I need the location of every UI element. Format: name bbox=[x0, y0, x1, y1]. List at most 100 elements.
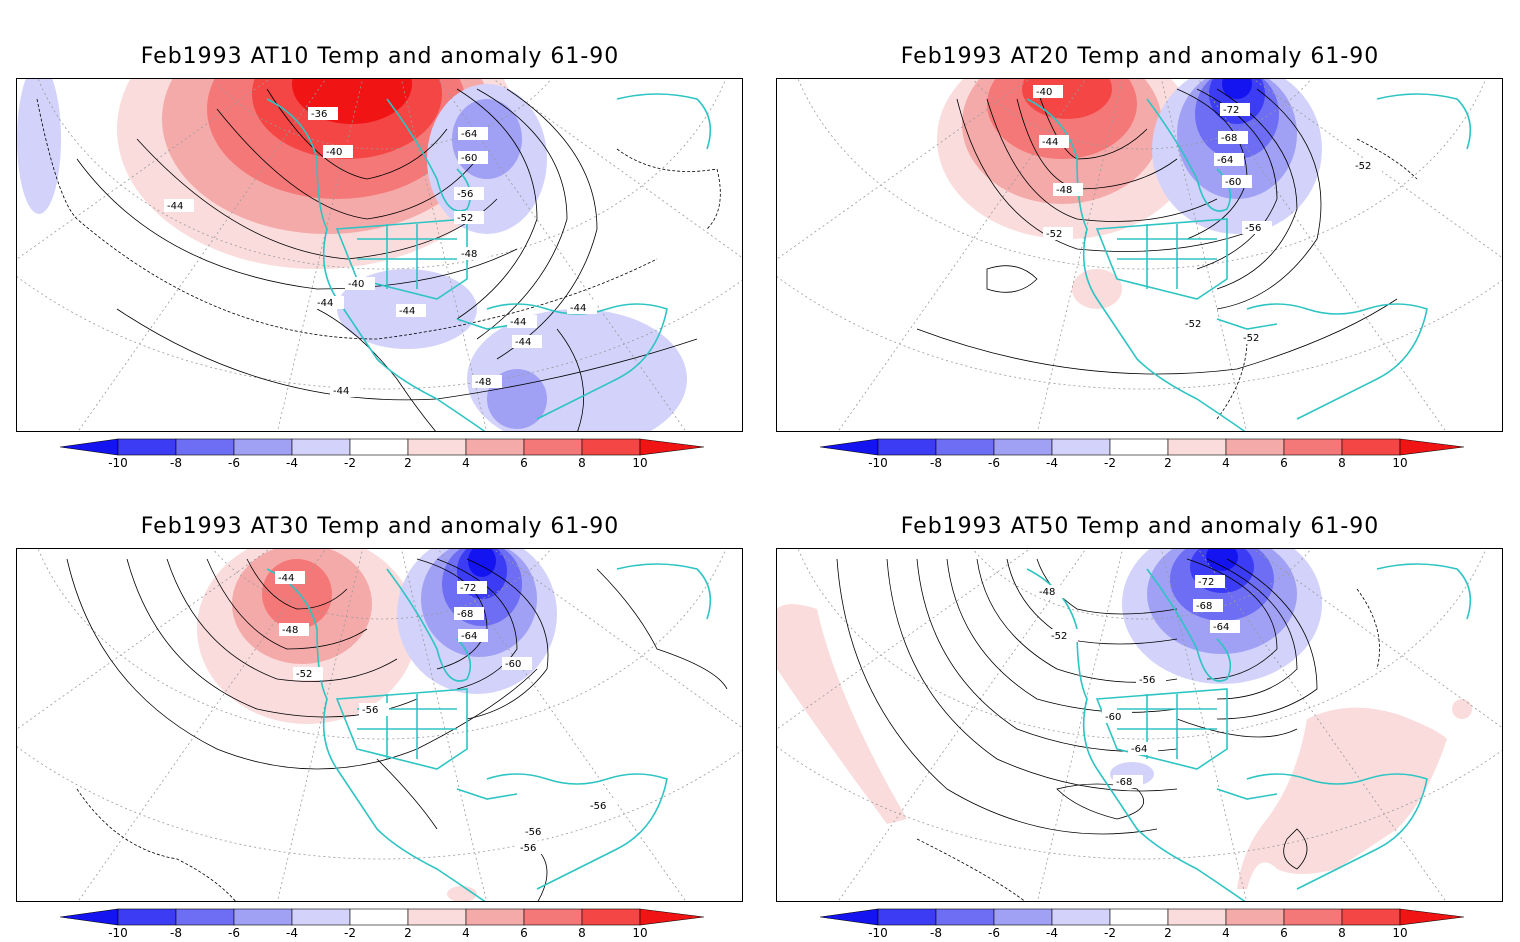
panel-at10: Feb1993 AT10 Temp and anomaly 61-90 bbox=[0, 0, 760, 470]
contour-label: -68 bbox=[1196, 601, 1212, 612]
colorbar bbox=[820, 908, 1464, 926]
map-svg: -40 -44 -48 -52 -72 -68 -64 -60 -56 -52 … bbox=[777, 79, 1502, 431]
temperature-contours bbox=[36, 88, 721, 431]
contour-label: -44 bbox=[515, 337, 531, 348]
colorbar-label: -10 bbox=[868, 456, 888, 470]
panel-title: Feb1993 AT20 Temp and anomaly 61-90 bbox=[900, 44, 1380, 69]
colorbar bbox=[60, 908, 704, 926]
contour-label: -64 bbox=[461, 631, 477, 642]
contour-label: -72 bbox=[460, 583, 476, 594]
coastlines bbox=[266, 563, 712, 901]
contour-label: -52 bbox=[1243, 333, 1259, 344]
warm-anomaly-northeast bbox=[1452, 699, 1472, 719]
colorbar-label: 4 bbox=[462, 926, 470, 940]
colorbar-labels: -10 -8 -6 -4 -2 2 4 6 8 10 bbox=[820, 456, 1464, 472]
contour-label: -56 bbox=[1139, 675, 1155, 686]
contour-label: -48 bbox=[282, 625, 298, 636]
map-frame: -40 -44 -48 -52 -72 -68 -64 -60 -56 -52 … bbox=[776, 78, 1503, 432]
contour-label: -64 bbox=[1217, 155, 1233, 166]
colorbar-label: -10 bbox=[108, 926, 128, 940]
panel-at20: Feb1993 AT20 Temp and anomaly 61-90 bbox=[760, 0, 1520, 470]
cold-anomaly-peak bbox=[1222, 79, 1252, 99]
colorbar-label: 10 bbox=[632, 926, 648, 940]
contour-label: -56 bbox=[1245, 223, 1261, 234]
colorbar-label: -8 bbox=[170, 456, 182, 470]
colorbar-label: -6 bbox=[988, 926, 1000, 940]
map-frame: -48 -52 -56 -60 -64 -68 -72 -68 -64 bbox=[776, 548, 1503, 902]
warm-anomaly-west bbox=[777, 604, 907, 824]
contour-label: -44 bbox=[317, 298, 333, 309]
colorbar-label: -2 bbox=[1104, 926, 1116, 940]
colorbar-label: 4 bbox=[1222, 456, 1230, 470]
contour-label: -60 bbox=[505, 659, 521, 670]
contour-labels: -48 -52 -56 -60 -64 -68 -72 -68 -64 bbox=[1036, 575, 1240, 788]
colorbar-label: 2 bbox=[404, 926, 412, 940]
warm-anomaly-south bbox=[447, 886, 477, 901]
colorbar-label: 8 bbox=[578, 926, 586, 940]
lat-lon-grid bbox=[17, 549, 742, 901]
contour-label: -56 bbox=[520, 843, 536, 854]
contour-label: -48 bbox=[1056, 185, 1072, 196]
colorbar-label: 4 bbox=[1222, 926, 1230, 940]
contour-labels: -44 -48 -52 -56 -72 -68 -64 -60 -56 -56 … bbox=[275, 571, 617, 854]
coastlines bbox=[1026, 93, 1472, 431]
panel-at30: Feb1993 AT30 Temp and anomaly 61-90 bbox=[0, 470, 760, 940]
temperature-contours bbox=[836, 558, 1380, 901]
temperature-contours bbox=[916, 88, 1418, 420]
colorbar-label: 10 bbox=[632, 456, 648, 470]
contour-label: -44 bbox=[570, 303, 586, 314]
colorbar-label: 6 bbox=[520, 926, 528, 940]
colorbar-label: 2 bbox=[404, 456, 412, 470]
coastlines bbox=[1026, 563, 1472, 901]
contour-labels: -40 -44 -48 -52 -72 -68 -64 -60 -56 -52 … bbox=[1033, 85, 1382, 344]
colorbar bbox=[60, 438, 704, 456]
colorbar-label: -6 bbox=[228, 926, 240, 940]
contour-label: -56 bbox=[457, 189, 473, 200]
cold-anomaly-west bbox=[17, 79, 61, 214]
contour-label: -40 bbox=[1036, 87, 1052, 98]
contour-label: -44 bbox=[278, 573, 294, 584]
colorbar-label: -8 bbox=[930, 926, 942, 940]
contour-label: -56 bbox=[590, 801, 606, 812]
contour-label: -72 bbox=[1223, 105, 1239, 116]
contour-label: -68 bbox=[1116, 777, 1132, 788]
panel-title: Feb1993 AT50 Temp and anomaly 61-90 bbox=[900, 514, 1380, 539]
warm-anomaly-west bbox=[1072, 269, 1122, 309]
panel-title: Feb1993 AT10 Temp and anomaly 61-90 bbox=[140, 44, 620, 69]
map-frame: -44 -48 -52 -56 -72 -68 -64 -60 -56 -56 … bbox=[16, 548, 743, 902]
contour-label: -60 bbox=[1225, 177, 1241, 188]
contour-label: -44 bbox=[167, 201, 183, 212]
colorbar-label: 6 bbox=[1280, 456, 1288, 470]
contour-label: -52 bbox=[457, 213, 473, 224]
contour-label: -68 bbox=[1221, 133, 1237, 144]
contour-label: -48 bbox=[475, 377, 491, 388]
contour-label: -44 bbox=[333, 386, 349, 397]
colorbar-label: 8 bbox=[578, 456, 586, 470]
colorbar bbox=[820, 438, 1464, 456]
contour-label: -40 bbox=[326, 147, 342, 158]
colorbar-label: 6 bbox=[520, 456, 528, 470]
colorbar-label: -6 bbox=[228, 456, 240, 470]
contour-label: -64 bbox=[1131, 744, 1147, 755]
colorbar-label: 4 bbox=[462, 456, 470, 470]
contour-label: -52 bbox=[1046, 229, 1062, 240]
colorbar-label: -2 bbox=[1104, 456, 1116, 470]
contour-label: -48 bbox=[461, 249, 477, 260]
contour-label: -52 bbox=[296, 669, 312, 680]
colorbar-label: -4 bbox=[1046, 926, 1058, 940]
contour-label: -60 bbox=[461, 153, 477, 164]
colorbar-label: 6 bbox=[1280, 926, 1288, 940]
panel-at50: Feb1993 AT50 Temp and anomaly 61-90 bbox=[760, 470, 1520, 940]
contour-label: -44 bbox=[510, 317, 526, 328]
contour-label: -56 bbox=[362, 705, 378, 716]
contour-label: -40 bbox=[348, 279, 364, 290]
colorbar-labels: -10 -8 -6 -4 -2 2 4 6 8 10 bbox=[820, 926, 1464, 942]
contour-label: -44 bbox=[399, 306, 415, 317]
colorbar-label: -10 bbox=[108, 456, 128, 470]
colorbar-label: 2 bbox=[1164, 456, 1172, 470]
contour-label: -52 bbox=[1185, 319, 1201, 330]
colorbar-label: 10 bbox=[1392, 926, 1408, 940]
map-frame: -36 -40 -64 -60 -56 -52 -48 -44 -40 -44 … bbox=[16, 78, 743, 432]
contour-label: -72 bbox=[1198, 577, 1214, 588]
colorbar-label: -4 bbox=[286, 926, 298, 940]
